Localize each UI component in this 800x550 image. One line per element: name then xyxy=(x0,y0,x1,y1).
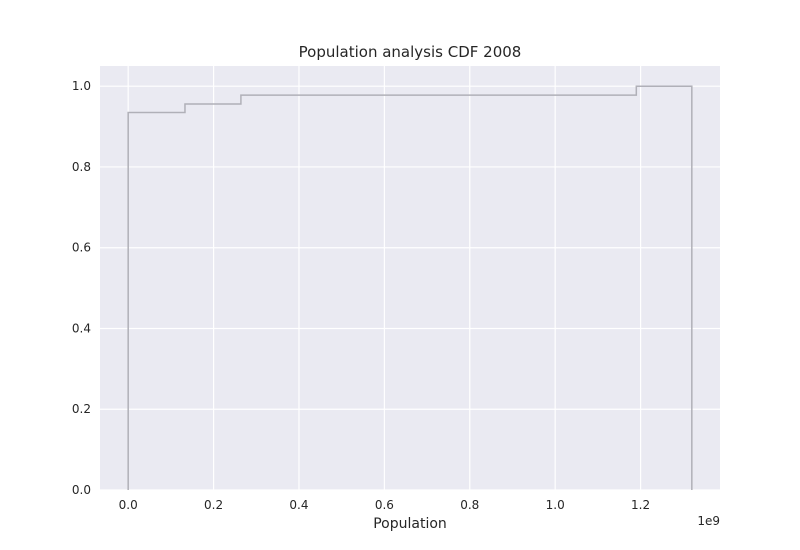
x-grid xyxy=(127,66,642,490)
x-tick-labels: 0.0 0.2 0.4 0.6 0.8 1.0 1.2 xyxy=(119,498,650,512)
x-tick-label: 0.2 xyxy=(204,498,223,512)
x-tick-label: 0.4 xyxy=(289,498,308,512)
chart-title: Population analysis CDF 2008 xyxy=(299,43,522,61)
x-tick-label: 0.0 xyxy=(119,498,138,512)
y-tick-label: 0.8 xyxy=(72,160,91,174)
y-tick-label: 0.2 xyxy=(72,402,91,416)
y-tick-labels: 0.0 0.2 0.4 0.6 0.8 1.0 xyxy=(72,79,91,497)
x-axis-label: Population xyxy=(373,516,447,532)
x-tick-label: 1.2 xyxy=(631,498,650,512)
x-tick-label: 0.8 xyxy=(460,498,479,512)
y-grid xyxy=(100,85,720,491)
y-tick-label: 0.0 xyxy=(72,483,91,497)
x-tick-label: 0.6 xyxy=(375,498,394,512)
y-tick-label: 0.4 xyxy=(72,321,91,335)
plot-background xyxy=(100,66,720,490)
x-tick-label: 1.0 xyxy=(546,498,565,512)
x-axis-offset-label: 1e9 xyxy=(697,514,720,528)
y-tick-label: 0.6 xyxy=(72,241,91,255)
y-tick-label: 1.0 xyxy=(72,79,91,93)
cdf-series-line xyxy=(127,85,693,490)
